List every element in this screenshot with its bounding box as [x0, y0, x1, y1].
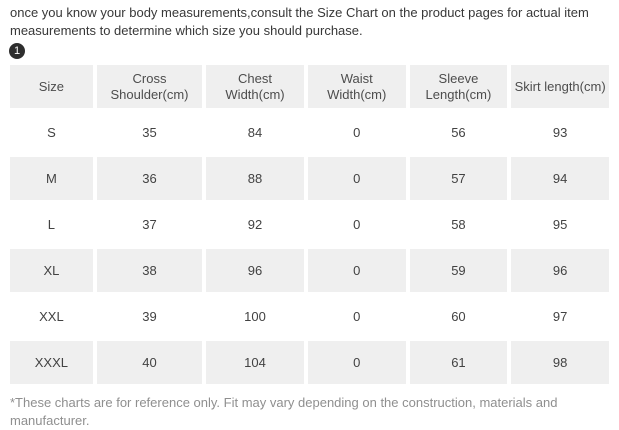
table-cell: 0 — [307, 341, 406, 384]
table-cell: 88 — [206, 157, 304, 200]
table-cell: 56 — [409, 111, 508, 154]
table-cell: 61 — [409, 341, 508, 384]
table-cell: 40 — [96, 341, 203, 384]
table-cell: 96 — [206, 249, 304, 292]
table-cell: 95 — [511, 203, 609, 246]
intro-text: once you know your body measurements,con… — [10, 5, 589, 38]
header-cell: Waist Width(cm) — [307, 65, 406, 108]
footnote-text: *These charts are for reference only. Fi… — [10, 395, 558, 428]
table-row: L 37 92 0 58 95 — [10, 203, 609, 246]
table-cell: XL — [10, 249, 93, 292]
header-cell: Chest Width(cm) — [206, 65, 304, 108]
table-cell: 58 — [409, 203, 508, 246]
table-row: XXL 39 100 0 60 97 — [10, 295, 609, 338]
table-cell: M — [10, 157, 93, 200]
table-cell: XXXL — [10, 341, 93, 384]
size-guide-page: once you know your body measurements,con… — [0, 4, 619, 430]
table-row: M 36 88 0 57 94 — [10, 157, 609, 200]
header-row: Size Cross Shoulder(cm) Chest Width(cm) Wai… — [10, 65, 609, 108]
table-cell: 0 — [307, 249, 406, 292]
table-cell: S — [10, 111, 93, 154]
table-cell: 92 — [206, 203, 304, 246]
table-cell: 97 — [511, 295, 609, 338]
table-cell: 93 — [511, 111, 609, 154]
table-cell: 0 — [307, 295, 406, 338]
size-chart-header: Size Cross Shoulder(cm) Chest Width(cm) Wai… — [10, 65, 609, 108]
table-row: XXXL 40 104 0 61 98 — [10, 341, 609, 384]
header-cell: Skirt length(cm) — [511, 65, 609, 108]
table-row: S 35 84 0 56 93 — [10, 111, 609, 154]
size-chart-body: S 35 84 0 56 93 M 36 88 0 57 94 L 37 92 0 58 95 XL 38 96 0 59 9… — [10, 111, 609, 384]
table-cell: 57 — [409, 157, 508, 200]
table-row: XL 38 96 0 59 96 — [10, 249, 609, 292]
table-cell: 94 — [511, 157, 609, 200]
size-chart-table: Size Cross Shoulder(cm) Chest Width(cm) Wai… — [6, 62, 613, 387]
step-1-badge: 1 — [9, 43, 25, 59]
header-cell: Cross Shoulder(cm) — [96, 65, 203, 108]
table-cell: 36 — [96, 157, 203, 200]
table-cell: 96 — [511, 249, 609, 292]
table-cell: 104 — [206, 341, 304, 384]
table-cell: XXL — [10, 295, 93, 338]
header-cell: Sleeve Length(cm) — [409, 65, 508, 108]
table-cell: 0 — [307, 157, 406, 200]
table-cell: 0 — [307, 203, 406, 246]
table-cell: 38 — [96, 249, 203, 292]
table-cell: 84 — [206, 111, 304, 154]
table-cell: 37 — [96, 203, 203, 246]
table-cell: 98 — [511, 341, 609, 384]
table-cell: 0 — [307, 111, 406, 154]
table-cell: 39 — [96, 295, 203, 338]
table-cell: 59 — [409, 249, 508, 292]
table-cell: 60 — [409, 295, 508, 338]
table-cell: 35 — [96, 111, 203, 154]
table-cell: L — [10, 203, 93, 246]
header-cell: Size — [10, 65, 93, 108]
table-cell: 100 — [206, 295, 304, 338]
